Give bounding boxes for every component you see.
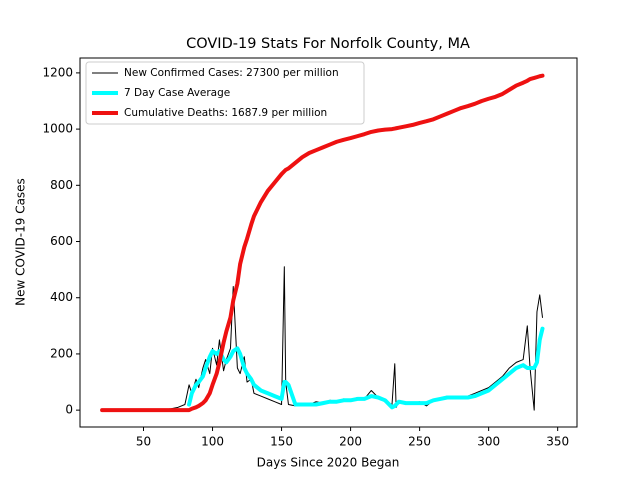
x-axis-label: Days Since 2020 Began	[257, 456, 400, 470]
axes-frame	[79, 57, 578, 428]
x-tick-label: 150	[270, 435, 293, 449]
y-tick-label: 1200	[42, 65, 73, 79]
x-tick-label: 100	[201, 435, 224, 449]
legend-label: New Confirmed Cases: 27300 per million	[124, 67, 339, 79]
y-tick-label: 600	[50, 234, 73, 248]
x-tick-label: 50	[136, 435, 151, 449]
x-tick-label: 300	[477, 435, 500, 449]
legend-frame	[85, 61, 365, 125]
y-tick-label: 200	[50, 346, 73, 360]
y-tick-label: 800	[50, 178, 73, 192]
legend: New Confirmed Cases: 27300 per million 7 …	[85, 61, 365, 125]
x-tick-label: 350	[546, 435, 569, 449]
y-tick-label: 1000	[42, 122, 73, 136]
y-tick-label: 0	[65, 403, 73, 417]
series-line	[187, 326, 545, 410]
y-axis-label: New COVID-19 Cases	[14, 178, 28, 306]
series-line	[100, 73, 545, 413]
x-tick-label: 200	[339, 435, 362, 449]
legend-label: 7 Day Case Average	[124, 87, 230, 99]
legend-label: Cumulative Deaths: 1687.9 per million	[124, 107, 327, 119]
x-tick-label: 250	[408, 435, 431, 449]
plot-area	[100, 73, 545, 413]
series-line	[101, 266, 543, 411]
chart-title: COVID-19 Stats For Norfolk County, MA	[186, 36, 470, 52]
y-tick-label: 400	[50, 290, 73, 304]
